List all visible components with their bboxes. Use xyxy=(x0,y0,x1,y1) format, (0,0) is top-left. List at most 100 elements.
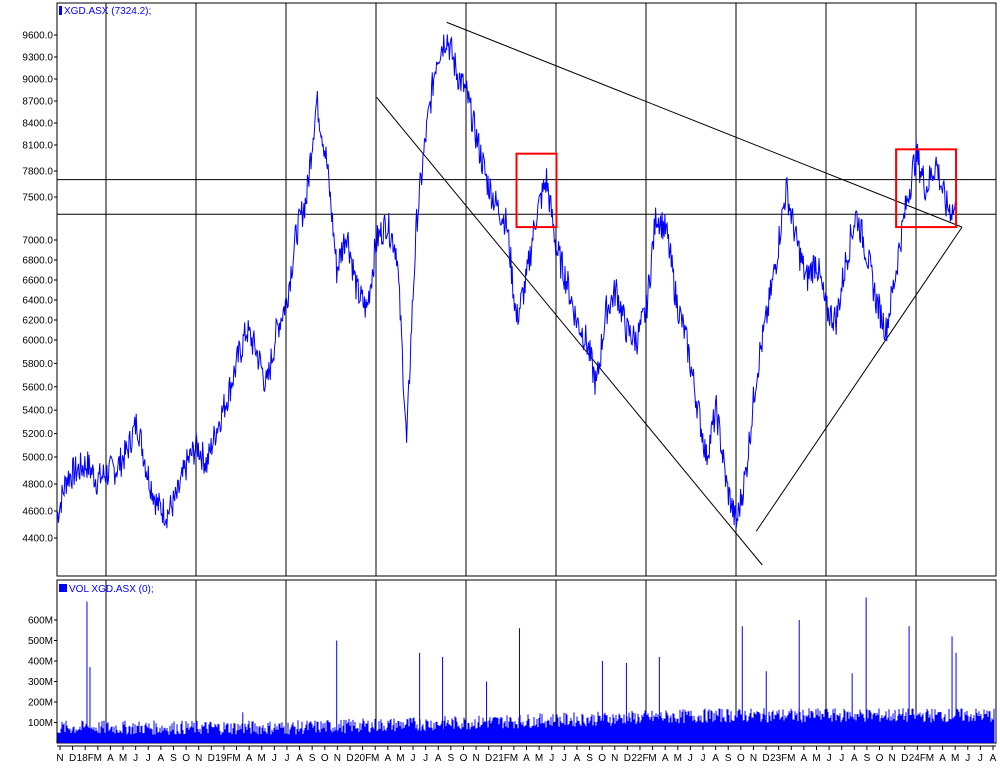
volume-bars xyxy=(57,708,995,743)
x-tick-label: N xyxy=(472,753,479,764)
volume-legend: VOL XGD.ASX (0); xyxy=(69,584,154,595)
x-tick-label: M xyxy=(94,753,102,764)
x-tick-label: N xyxy=(889,753,896,764)
price-y-tick-label: 5400.0 xyxy=(22,406,53,417)
trendline xyxy=(755,226,963,532)
price-y-tick-label: 6600.0 xyxy=(22,276,53,287)
x-tick-label: J xyxy=(978,753,983,764)
volume-y-tick-label: 200M xyxy=(28,698,53,709)
price-y-tick-label: 7000.0 xyxy=(22,236,53,247)
x-tick-label: 24F xyxy=(909,753,926,764)
x-tick-label: A xyxy=(662,753,669,764)
x-tick-label: N xyxy=(334,753,341,764)
x-tick-label: A xyxy=(296,753,303,764)
x-axis: N D 18F M A M J J A S O N D 19F M A M J J A S O N D 20F M A M J J A S O N… xyxy=(56,745,997,764)
x-tick-label: N xyxy=(195,753,202,764)
volume-y-tick-label: 500M xyxy=(28,636,53,647)
price-y-tick-label: 5200.0 xyxy=(22,429,53,440)
x-tick-label: 21F xyxy=(493,753,510,764)
x-tick-label: M xyxy=(119,753,127,764)
x-tick-label: A xyxy=(939,753,946,764)
highlight-box xyxy=(895,148,958,229)
x-tick-label: M xyxy=(535,753,543,764)
x-tick-label: J xyxy=(284,753,289,764)
x-tick-label: O xyxy=(182,753,190,764)
x-tick-label: D xyxy=(485,753,492,764)
x-tick-label: A xyxy=(523,753,530,764)
x-tick-label: D xyxy=(346,753,353,764)
price-y-tick-label: 5000.0 xyxy=(22,453,53,464)
x-tick-label: M xyxy=(926,753,934,764)
x-tick-label: D xyxy=(762,753,769,764)
volume-y-tick-label: 600M xyxy=(28,616,53,627)
x-tick-label: M xyxy=(648,753,656,764)
x-tick-label: N xyxy=(56,753,63,764)
x-tick-label: O xyxy=(460,753,468,764)
volume-y-tick-label: 100M xyxy=(28,718,53,729)
price-y-tick-label: 8700.0 xyxy=(22,97,53,108)
price-y-tick-label: 7500.0 xyxy=(22,193,53,204)
x-tick-label: J xyxy=(423,753,428,764)
price-y-tick-label: 4600.0 xyxy=(22,507,53,518)
x-tick-label: S xyxy=(170,753,177,764)
x-tick-label: A xyxy=(246,753,253,764)
x-tick-label: J xyxy=(146,753,151,764)
x-tick-label: M xyxy=(232,753,240,764)
price-y-tick-label: 6000.0 xyxy=(22,336,53,347)
x-tick-label: S xyxy=(448,753,455,764)
x-tick-label: J xyxy=(965,753,970,764)
x-tick-label: A xyxy=(574,753,581,764)
x-tick-label: M xyxy=(510,753,518,764)
highlight-box xyxy=(515,152,558,229)
x-tick-label: J xyxy=(549,753,554,764)
x-tick-label: 20F xyxy=(354,753,371,764)
price-y-tick-label: 6200.0 xyxy=(22,316,53,327)
x-tick-label: A xyxy=(435,753,442,764)
volume-panel: 100M 200M 300M 400M 500M 600M VOL XGD.ASX (0); xyxy=(28,579,997,744)
x-tick-label: J xyxy=(411,753,416,764)
x-tick-label: M xyxy=(951,753,959,764)
x-tick-label: 18F xyxy=(77,753,94,764)
x-tick-label: J xyxy=(688,753,693,764)
x-tick-label: D xyxy=(69,753,76,764)
price-y-tick-label: 9000.0 xyxy=(22,75,53,86)
x-tick-label: 22F xyxy=(631,753,648,764)
x-tick-label: 19F xyxy=(215,753,232,764)
x-tick-label: A xyxy=(990,753,997,764)
x-tick-label: A xyxy=(851,753,858,764)
x-tick-label: N xyxy=(750,753,757,764)
x-tick-label: M xyxy=(371,753,379,764)
price-series-line xyxy=(56,34,957,529)
x-tick-label: N xyxy=(611,753,618,764)
x-tick-label: J xyxy=(839,753,844,764)
price-y-tick-label: 6800.0 xyxy=(22,256,53,267)
price-y-tick-label: 9300.0 xyxy=(22,53,53,64)
x-tick-label: D xyxy=(624,753,631,764)
price-legend-swatch xyxy=(59,6,62,15)
x-tick-label: A xyxy=(384,753,391,764)
x-tick-label: J xyxy=(272,753,277,764)
price-y-tick-label: 9600.0 xyxy=(22,31,53,42)
price-y-tick-label: 7800.0 xyxy=(22,167,53,178)
price-y-tick-label: 6400.0 xyxy=(22,296,53,307)
volume-y-tick-label: 300M xyxy=(28,677,53,688)
x-tick-label: O xyxy=(737,753,745,764)
x-tick-label: A xyxy=(107,753,114,764)
volume-legend-swatch xyxy=(59,584,67,592)
price-panel: 4400.0 4600.0 4800.0 5000.0 5200.0 5400.0 5600… xyxy=(22,2,997,577)
x-tick-label: J xyxy=(133,753,138,764)
x-tick-label: 23F xyxy=(770,753,787,764)
price-y-tick-label: 4800.0 xyxy=(22,480,53,491)
x-tick-label: M xyxy=(258,753,266,764)
x-tick-label: O xyxy=(598,753,606,764)
volume-y-tick-label: 400M xyxy=(28,657,53,668)
x-tick-label: A xyxy=(801,753,808,764)
price-y-tick-label: 5800.0 xyxy=(22,359,53,370)
x-tick-label: S xyxy=(309,753,316,764)
x-tick-label: O xyxy=(876,753,884,764)
price-y-tick-label: 8400.0 xyxy=(22,119,53,130)
x-tick-label: J xyxy=(701,753,706,764)
x-tick-label: A xyxy=(158,753,165,764)
